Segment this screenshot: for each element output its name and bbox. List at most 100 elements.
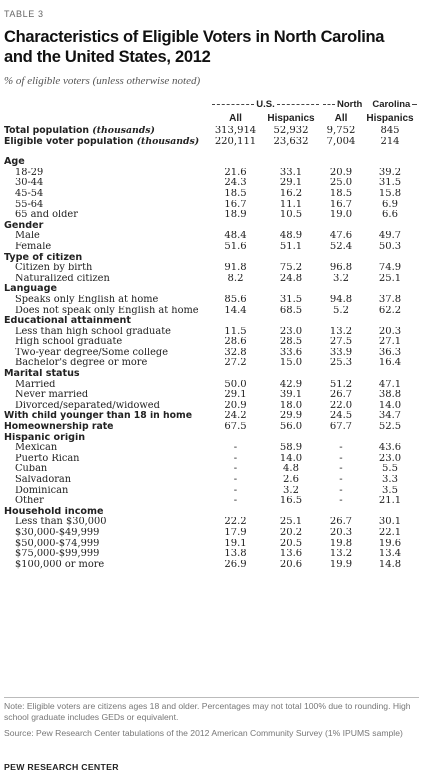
section-header-row: Type of citizen bbox=[4, 253, 419, 264]
cell-value: 26.7 bbox=[329, 517, 353, 528]
column-header-us-hispanics: Hispanics bbox=[267, 113, 315, 124]
cell-value: 16.7 bbox=[224, 199, 247, 210]
cell-value: 38.8 bbox=[378, 390, 402, 401]
row-label: Married bbox=[4, 380, 210, 391]
cell-value: 19.0 bbox=[329, 210, 353, 221]
row-label-text: Total population bbox=[4, 126, 93, 136]
row-label: Cuban bbox=[4, 464, 210, 475]
row-label: Citizen by birth bbox=[4, 263, 210, 274]
cell-value: 3.3 bbox=[382, 475, 398, 485]
cell-value: - bbox=[233, 496, 238, 507]
cell-value: 68.5 bbox=[279, 305, 303, 316]
cell-value: 51.2 bbox=[329, 379, 353, 390]
cell-value: 33.9 bbox=[329, 347, 353, 358]
cell-value: 14.8 bbox=[378, 559, 402, 570]
row-label: Naturalized citizen bbox=[4, 274, 210, 285]
table-row: Never married 29.1 39.1 26.7 38.8 bbox=[4, 390, 419, 401]
footer-divider bbox=[4, 697, 419, 698]
cell-value bbox=[321, 147, 361, 157]
row-label-text: Does not speak only English at home bbox=[15, 305, 199, 316]
cell-value: 31.5 bbox=[378, 178, 402, 189]
cell-value: 9,752 bbox=[326, 126, 356, 136]
cell-value: 24.8 bbox=[279, 273, 303, 284]
cell-value: 31.5 bbox=[279, 294, 303, 305]
cell-value bbox=[321, 284, 361, 295]
cell-value: 18.9 bbox=[224, 210, 247, 221]
cell-value bbox=[210, 221, 261, 232]
row-label: Type of citizen bbox=[4, 253, 210, 264]
section-header-row: Gender bbox=[4, 221, 419, 232]
cell-value: 27.2 bbox=[224, 358, 247, 369]
row-label-text: 45-54 bbox=[15, 188, 44, 199]
cell-value: 58.9 bbox=[279, 443, 303, 454]
row-label-text: Puerto Rican bbox=[15, 453, 80, 464]
cell-value: 23,632 bbox=[273, 136, 309, 147]
table-row: 18-29 21.6 33.1 20.9 39.2 bbox=[4, 168, 419, 179]
cell-value: 22.2 bbox=[224, 517, 247, 528]
row-label: Bachelor's degree or more bbox=[4, 358, 210, 369]
row-label: Male bbox=[4, 231, 210, 242]
table-row: 65 and older 18.9 10.5 19.0 6.6 bbox=[4, 210, 419, 221]
cell-value: 13.6 bbox=[279, 549, 303, 560]
cell-value: 20.3 bbox=[378, 326, 402, 337]
cell-value: 28.6 bbox=[224, 337, 247, 348]
dash-left bbox=[212, 103, 255, 105]
table-row: Speaks only English at home 85.6 31.5 94.8 3… bbox=[4, 295, 419, 306]
cell-value: - bbox=[339, 443, 343, 454]
table-row: Puerto Rican - 14.0 - 23.0 bbox=[4, 454, 419, 465]
row-label: $30,000-$49,999 bbox=[4, 528, 210, 539]
cell-value bbox=[321, 316, 361, 327]
row-label: Gender bbox=[4, 221, 210, 232]
table-row: Mexican - 58.9 - 43.6 bbox=[4, 443, 419, 454]
cell-value: 13.2 bbox=[329, 326, 353, 337]
row-label-text: Salvadoran bbox=[15, 475, 72, 485]
cell-value: 26.7 bbox=[329, 390, 353, 401]
cell-value bbox=[321, 221, 361, 232]
table-row: $30,000-$49,999 17.9 20.2 20.3 22.1 bbox=[4, 528, 419, 539]
table-row: Married 50.0 42.9 51.2 47.1 bbox=[4, 380, 419, 391]
row-label-text: High school graduate bbox=[15, 337, 123, 348]
cell-value: 39.2 bbox=[378, 167, 402, 178]
row-label-text: Hispanic origin bbox=[4, 432, 86, 443]
row-label-text: Bachelor's degree or more bbox=[15, 358, 148, 369]
cell-value: 91.8 bbox=[224, 263, 247, 274]
row-label: Dominican bbox=[4, 486, 210, 497]
cell-value: 8.2 bbox=[227, 273, 244, 284]
cell-value: 13.8 bbox=[224, 549, 247, 560]
table-row: Other - 16.5 - 21.1 bbox=[4, 496, 419, 507]
cell-value: 39.1 bbox=[279, 390, 303, 401]
row-label-text: Speaks only English at home bbox=[15, 294, 159, 305]
cell-value: 32.8 bbox=[224, 347, 247, 358]
group-header-nc-right: Carolina bbox=[372, 98, 411, 110]
cell-value: 18.0 bbox=[279, 400, 303, 411]
cell-value: 23.0 bbox=[378, 453, 402, 464]
table-row: Naturalized citizen 8.2 24.8 3.2 25.1 bbox=[4, 274, 419, 285]
section-header-row: Hispanic origin bbox=[4, 433, 419, 444]
table-row: Less than high school graduate 11.5 23.0 13… bbox=[4, 327, 419, 338]
cell-value: - bbox=[233, 485, 238, 496]
table-row: Total population (thousands) 313,914 52,93… bbox=[4, 126, 419, 137]
row-label: Never married bbox=[4, 390, 210, 401]
table-row: 30-44 24.3 29.1 25.0 31.5 bbox=[4, 178, 419, 189]
row-label-text: Homeownership rate bbox=[4, 422, 114, 433]
cell-value: 49.7 bbox=[378, 231, 402, 242]
row-label: Speaks only English at home bbox=[4, 295, 210, 306]
cell-value bbox=[261, 316, 321, 327]
row-label-text: Language bbox=[4, 284, 57, 295]
cell-value: 51.1 bbox=[279, 241, 303, 252]
row-label-text: 65 and older bbox=[15, 210, 78, 221]
cell-value: - bbox=[233, 453, 238, 464]
cell-value: 15.0 bbox=[279, 358, 303, 369]
row-label: Mexican bbox=[4, 443, 210, 454]
cell-value: 33.6 bbox=[279, 347, 303, 358]
cell-value bbox=[210, 369, 261, 380]
row-label: High school graduate bbox=[4, 337, 210, 348]
row-label-text: $75,000-$99,999 bbox=[15, 549, 100, 560]
row-label: Household income bbox=[4, 507, 210, 518]
row-label-text: Type of citizen bbox=[4, 252, 83, 263]
table-row: Male 48.4 48.9 47.6 49.7 bbox=[4, 231, 419, 242]
table-row: $50,000-$74,999 19.1 20.5 19.8 19.6 bbox=[4, 539, 419, 550]
table-row: Cuban - 4.8 - 5.5 bbox=[4, 464, 419, 475]
cell-value: 22.1 bbox=[378, 527, 402, 538]
cell-value bbox=[261, 284, 321, 295]
